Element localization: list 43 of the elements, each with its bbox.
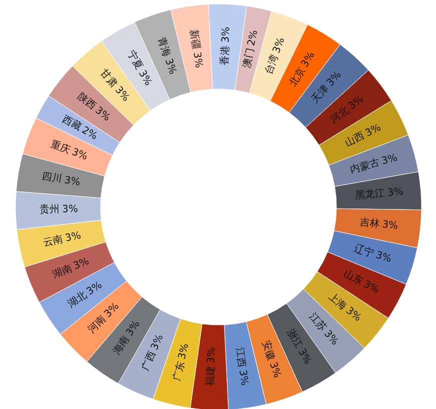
- data-label: 3%: [190, 51, 204, 69]
- slice-label: 上海: [326, 290, 350, 312]
- data-label: 3%: [70, 146, 89, 163]
- data-label: 3%: [266, 360, 282, 380]
- data-label: 3%: [162, 57, 178, 76]
- slice-label: 新疆: [188, 28, 202, 50]
- data-label: 3%: [387, 186, 404, 199]
- slice-label: 湖南: [50, 262, 74, 281]
- data-label: 3%: [382, 219, 398, 232]
- slice-label: 吉林: [359, 216, 380, 230]
- data-label: 3%: [149, 332, 166, 352]
- data-label: 3%: [380, 152, 399, 168]
- slice-label: 黑龙江: [354, 187, 386, 202]
- slice-label: 内蒙古: [348, 156, 381, 176]
- slice-label: 台湾: [262, 53, 281, 76]
- slice-label: 广东: [170, 360, 187, 382]
- data-label: 3%: [236, 369, 250, 386]
- data-label: 3%: [64, 230, 82, 244]
- data-label: 3%: [220, 26, 232, 43]
- slice-label: 福建: [204, 366, 217, 386]
- slice-label: 辽宁: [352, 242, 376, 260]
- data-label: 2%: [246, 29, 260, 47]
- slice-label: 青海: [155, 36, 173, 58]
- slice-label: 澳门: [240, 47, 256, 70]
- slice-label: 四川: [41, 170, 63, 186]
- slice-label: 江西: [233, 346, 248, 368]
- slice-label: 天津: [309, 82, 332, 106]
- slice-label: 重庆: [49, 138, 72, 156]
- slice-label: 香港: [218, 44, 232, 66]
- data-label: 3%: [62, 204, 78, 216]
- data-label: 3%: [176, 342, 192, 360]
- slice-label: 广西: [139, 349, 158, 373]
- data-label: 3%: [364, 122, 383, 140]
- slice-label: 河南: [86, 313, 108, 336]
- slice-label: 山西: [343, 130, 366, 150]
- slice-label: 安徽: [260, 339, 278, 362]
- data-label: 3%: [63, 174, 81, 188]
- slice-label: 云南: [42, 233, 64, 249]
- data-label: 3%: [374, 250, 393, 266]
- data-label: 3%: [72, 256, 91, 272]
- data-label: 3%: [271, 36, 288, 55]
- slice-label: 贵州: [39, 203, 60, 216]
- data-label: 3%: [206, 347, 218, 364]
